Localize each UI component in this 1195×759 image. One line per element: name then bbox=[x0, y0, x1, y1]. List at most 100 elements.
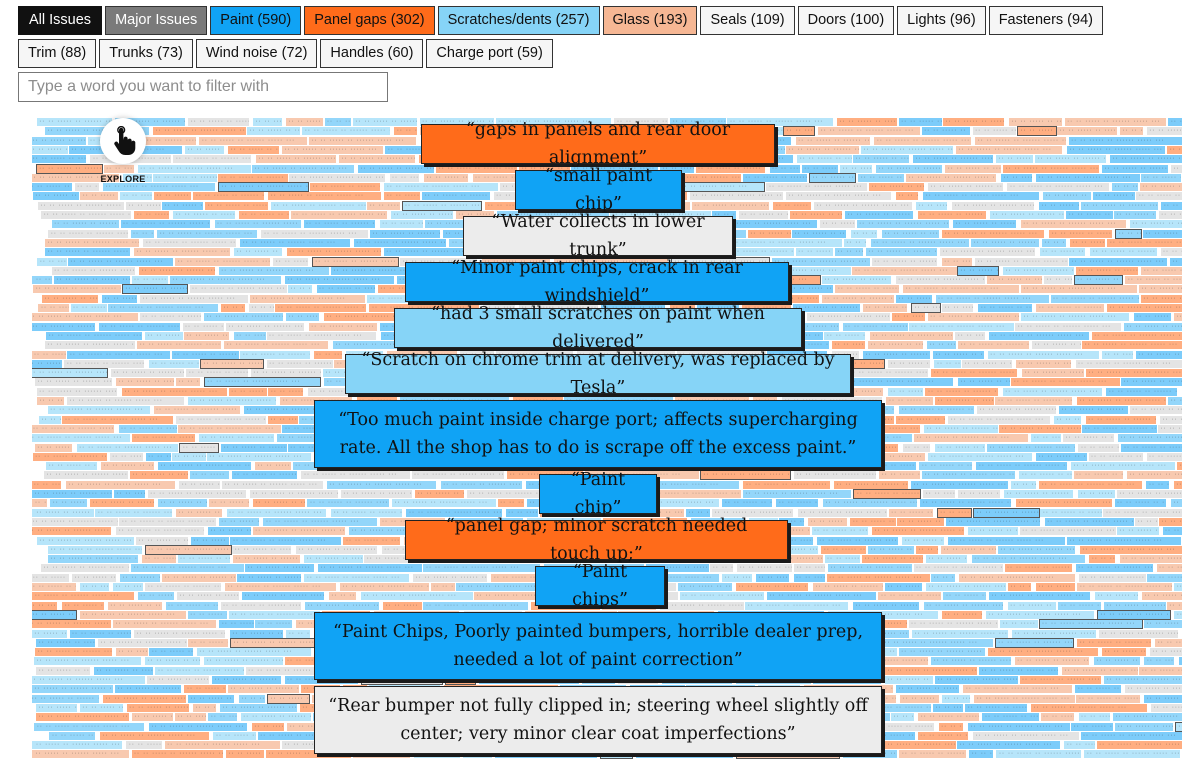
complaint-strip[interactable]: ·· ·· ····· ·· ······ ····· ··· bbox=[204, 313, 284, 322]
complaint-strip[interactable]: ·· ·· ····· ·· ······ ····· ··· bbox=[32, 676, 145, 684]
complaint-strip[interactable]: ·· ·· ····· ·· ······ ····· ··· bbox=[143, 238, 237, 247]
complaint-strip[interactable]: ·· ·· ····· ·· ······ ····· ··· bbox=[1078, 713, 1111, 722]
complaint-strip[interactable]: ·· ·· ····· ·· ······ ····· ··· bbox=[1115, 228, 1143, 239]
complaint-strip[interactable]: ·· ·· ····· ·· ······ ····· ··· bbox=[1007, 601, 1057, 610]
complaint-strip[interactable]: ·· ·· ····· ·· ······ ····· ··· bbox=[425, 220, 496, 229]
complaint-strip[interactable]: ·· ·· ····· ·· ······ ····· ··· bbox=[623, 480, 739, 489]
complaint-strip[interactable]: ·· ·· ····· ·· ······ ····· ··· bbox=[36, 387, 118, 396]
complaint-strip[interactable]: ·· ·· ····· ·· ······ ····· ··· bbox=[923, 192, 1039, 201]
complaint-strip[interactable]: ·· ·· ····· ·· ······ ····· ··· bbox=[1017, 126, 1057, 137]
complaint-strip[interactable]: ·· ·· ····· ·· ······ ····· ··· bbox=[228, 685, 300, 694]
complaint-strip[interactable]: ·· ·· ····· ·· ······ ····· ··· bbox=[32, 136, 87, 145]
complaint-strip[interactable]: ·· ·· ····· ·· ······ ····· ··· bbox=[290, 211, 387, 219]
complaint-strip[interactable]: ·· ·· ····· ·· ······ ····· ··· bbox=[304, 601, 380, 610]
complaint-strip[interactable]: ·· ·· ····· ·· ······ ····· ··· bbox=[220, 703, 298, 712]
complaint-strip[interactable]: ·· ·· ····· ·· ······ ····· ··· bbox=[1031, 341, 1081, 350]
complaint-strip[interactable]: ·· ·· ····· ·· ······ ····· ··· bbox=[885, 676, 933, 684]
complaint-strip[interactable]: ·· ·· ····· ·· ······ ····· ··· bbox=[232, 545, 292, 554]
complaint-strip[interactable]: ·· ·· ····· ·· ······ ····· ··· bbox=[1007, 183, 1109, 192]
complaint-strip[interactable]: ·· ·· ····· ·· ······ ····· ··· bbox=[240, 238, 350, 247]
complaint-strip[interactable]: ·· ·· ····· ·· ······ ····· ··· bbox=[174, 713, 206, 722]
complaint-strip[interactable]: ·· ·· ····· ·· ······ ····· ··· bbox=[176, 508, 223, 517]
complaint-strip[interactable]: ·· ·· ····· ·· ······ ····· ··· bbox=[244, 564, 314, 573]
complaint-strip[interactable]: ·· ·· ····· ·· ······ ····· ··· bbox=[491, 573, 562, 582]
complaint-strip[interactable]: ·· ·· ····· ·· ······ ····· ··· bbox=[273, 257, 308, 266]
complaint-strip[interactable]: ·· ·· ····· ·· ······ ····· ··· bbox=[161, 573, 236, 582]
complaint-strip[interactable]: ·· ·· ····· ·· ······ ····· ··· bbox=[1054, 415, 1081, 424]
complaint-strip[interactable]: ·· ·· ····· ·· ······ ····· ··· bbox=[987, 648, 1099, 657]
complaint-strip[interactable]: ·· ·· ····· ·· ······ ····· ··· bbox=[158, 462, 251, 471]
complaint-strip[interactable]: ·· ·· ····· ·· ······ ····· ··· bbox=[103, 164, 134, 173]
complaint-strip[interactable]: ·· ·· ····· ·· ······ ····· ··· bbox=[33, 285, 122, 294]
complaint-strip[interactable]: ·· ·· ····· ·· ······ ····· ··· bbox=[816, 536, 899, 545]
complaint-strip[interactable]: ·· ·· ····· ·· ······ ····· ··· bbox=[310, 183, 381, 192]
complaint-strip[interactable]: ·· ·· ····· ·· ······ ····· ··· bbox=[248, 304, 275, 312]
complaint-strip[interactable]: ·· ·· ····· ·· ······ ····· ··· bbox=[184, 145, 225, 154]
complaint-strip[interactable]: ·· ·· ····· ·· ······ ····· ··· bbox=[1000, 620, 1039, 629]
complaint-strip[interactable]: ·· ·· ····· ·· ······ ····· ··· bbox=[32, 155, 86, 164]
complaint-strip[interactable]: ·· ·· ····· ·· ······ ····· ··· bbox=[869, 331, 954, 340]
complaint-strip[interactable]: ·· ·· ····· ·· ······ ····· ··· bbox=[288, 173, 386, 182]
complaint-strip[interactable]: ·· ·· ····· ·· ······ ····· ··· bbox=[895, 415, 945, 424]
complaint-strip[interactable]: ·· ·· ····· ·· ······ ····· ··· bbox=[199, 136, 308, 145]
complaint-strip[interactable]: ·· ·· ····· ·· ······ ····· ··· bbox=[1010, 480, 1036, 489]
complaint-strip[interactable]: ·· ·· ····· ·· ······ ····· ··· bbox=[660, 601, 744, 610]
filter-chip[interactable]: Trim (88) bbox=[18, 39, 97, 68]
complaint-strip[interactable]: ·· ·· ····· ·· ······ ····· ··· bbox=[110, 369, 185, 378]
complaint-strip[interactable]: ·· ·· ····· ·· ······ ····· ··· bbox=[773, 201, 812, 210]
complaint-strip[interactable]: ·· ·· ····· ·· ······ ····· ··· bbox=[678, 583, 732, 591]
complaint-strip[interactable]: ·· ·· ····· ·· ······ ····· ··· bbox=[122, 387, 228, 396]
complaint-strip[interactable]: ·· ·· ····· ·· ······ ····· ··· bbox=[876, 741, 956, 750]
complaint-strip[interactable]: ·· ·· ····· ·· ······ ····· ··· bbox=[173, 155, 251, 164]
complaint-strip[interactable]: ·· ·· ····· ·· ······ ····· ··· bbox=[853, 489, 922, 499]
complaint-strip[interactable]: ·· ·· ····· ·· ······ ····· ··· bbox=[1015, 322, 1122, 331]
complaint-strip[interactable]: ·· ·· ····· ·· ······ ····· ··· bbox=[1144, 620, 1182, 629]
complaint-strip[interactable]: ·· ·· ····· ·· ······ ····· ··· bbox=[916, 545, 939, 554]
complaint-strip[interactable]: ·· ·· ····· ·· ······ ····· ··· bbox=[384, 183, 499, 192]
complaint-strip[interactable]: ·· ·· ····· ·· ······ ····· ··· bbox=[74, 183, 100, 192]
filter-chip[interactable]: Wind noise (72) bbox=[195, 39, 318, 68]
complaint-strip[interactable]: ·· ·· ····· ·· ······ ····· ··· bbox=[670, 118, 726, 126]
complaint-strip[interactable]: ·· ·· ····· ·· ······ ····· ··· bbox=[424, 173, 468, 182]
complaint-strip[interactable]: ·· ·· ····· ·· ······ ····· ··· bbox=[45, 238, 139, 247]
complaint-strip[interactable]: ·· ·· ····· ·· ······ ····· ··· bbox=[783, 126, 815, 137]
complaint-strip[interactable]: ·· ·· ····· ·· ······ ····· ··· bbox=[32, 350, 66, 359]
complaint-strip[interactable]: ·· ·· ····· ·· ······ ····· ··· bbox=[908, 620, 999, 629]
complaint-strip[interactable]: ·· ·· ····· ·· ······ ····· ··· bbox=[699, 470, 791, 481]
complaint-strip[interactable]: ·· ·· ····· ·· ······ ····· ··· bbox=[953, 220, 1016, 229]
filter-chip[interactable]: All Issues bbox=[18, 6, 103, 35]
complaint-strip[interactable]: ·· ·· ····· ·· ······ ····· ··· bbox=[924, 424, 998, 433]
complaint-strip[interactable]: ·· ·· ····· ·· ······ ····· ··· bbox=[76, 443, 179, 452]
complaint-strip[interactable]: ·· ·· ····· ·· ······ ····· ··· bbox=[411, 471, 504, 480]
complaint-strip[interactable]: ·· ·· ····· ·· ······ ····· ··· bbox=[820, 220, 856, 229]
complaint-strip[interactable]: ·· ·· ····· ·· ······ ····· ··· bbox=[301, 471, 410, 480]
complaint-strip[interactable]: ·· ·· ····· ·· ······ ····· ··· bbox=[436, 164, 517, 173]
complaint-strip[interactable]: ·· ·· ····· ·· ······ ····· ··· bbox=[888, 508, 934, 517]
complaint-strip[interactable]: ·· ·· ····· ·· ······ ····· ··· bbox=[32, 620, 112, 629]
complaint-strip[interactable]: ·· ·· ····· ·· ······ ····· ··· bbox=[1146, 452, 1182, 461]
complaint-strip[interactable]: ·· ·· ····· ·· ······ ····· ··· bbox=[146, 676, 209, 684]
complaint-strip[interactable]: ·· ·· ····· ·· ······ ····· ··· bbox=[1096, 609, 1172, 620]
complaint-strip[interactable]: ·· ·· ····· ·· ······ ····· ··· bbox=[951, 201, 1035, 210]
complaint-strip[interactable]: ·· ·· ····· ·· ······ ····· ··· bbox=[400, 257, 478, 266]
filter-chip[interactable]: Doors (100) bbox=[797, 6, 895, 35]
complaint-strip[interactable]: ·· ·· ····· ·· ······ ····· ··· bbox=[389, 173, 420, 182]
complaint-strip[interactable]: ·· ·· ····· ·· ······ ····· ··· bbox=[1071, 722, 1114, 731]
complaint-strip[interactable]: ·· ·· ····· ·· ······ ····· ··· bbox=[1162, 527, 1182, 536]
complaint-strip[interactable]: ·· ·· ····· ·· ······ ····· ··· bbox=[685, 508, 711, 517]
complaint-strip[interactable]: ·· ·· ····· ·· ······ ····· ··· bbox=[1020, 220, 1126, 229]
quote-callout[interactable]: “Too much paint inside charge port; affe… bbox=[314, 400, 882, 468]
complaint-strip[interactable]: ·· ·· ····· ·· ······ ····· ··· bbox=[208, 713, 237, 722]
complaint-strip[interactable]: ·· ·· ····· ·· ······ ····· ··· bbox=[332, 341, 440, 350]
complaint-strip[interactable]: ·· ·· ····· ·· ······ ····· ··· bbox=[920, 499, 1012, 508]
complaint-strip[interactable]: ·· ·· ····· ·· ······ ····· ··· bbox=[255, 620, 293, 629]
complaint-strip[interactable]: ·· ·· ····· ·· ······ ····· ··· bbox=[852, 266, 957, 275]
complaint-strip[interactable]: ·· ·· ····· ·· ······ ····· ··· bbox=[1135, 517, 1158, 526]
complaint-strip[interactable]: ·· ·· ····· ·· ······ ····· ··· bbox=[281, 145, 383, 154]
complaint-strip[interactable]: ·· ·· ····· ·· ······ ····· ··· bbox=[967, 722, 1070, 731]
complaint-strip[interactable]: ·· ·· ····· ·· ······ ····· ··· bbox=[1000, 173, 1032, 182]
complaint-strip[interactable]: ·· ·· ····· ·· ······ ····· ··· bbox=[367, 201, 401, 210]
complaint-strip[interactable]: ·· ·· ····· ·· ······ ····· ··· bbox=[1077, 638, 1151, 647]
complaint-strip[interactable]: ·· ·· ····· ·· ······ ····· ··· bbox=[902, 443, 931, 452]
complaint-strip[interactable]: ·· ·· ····· ·· ······ ····· ··· bbox=[1058, 601, 1101, 610]
